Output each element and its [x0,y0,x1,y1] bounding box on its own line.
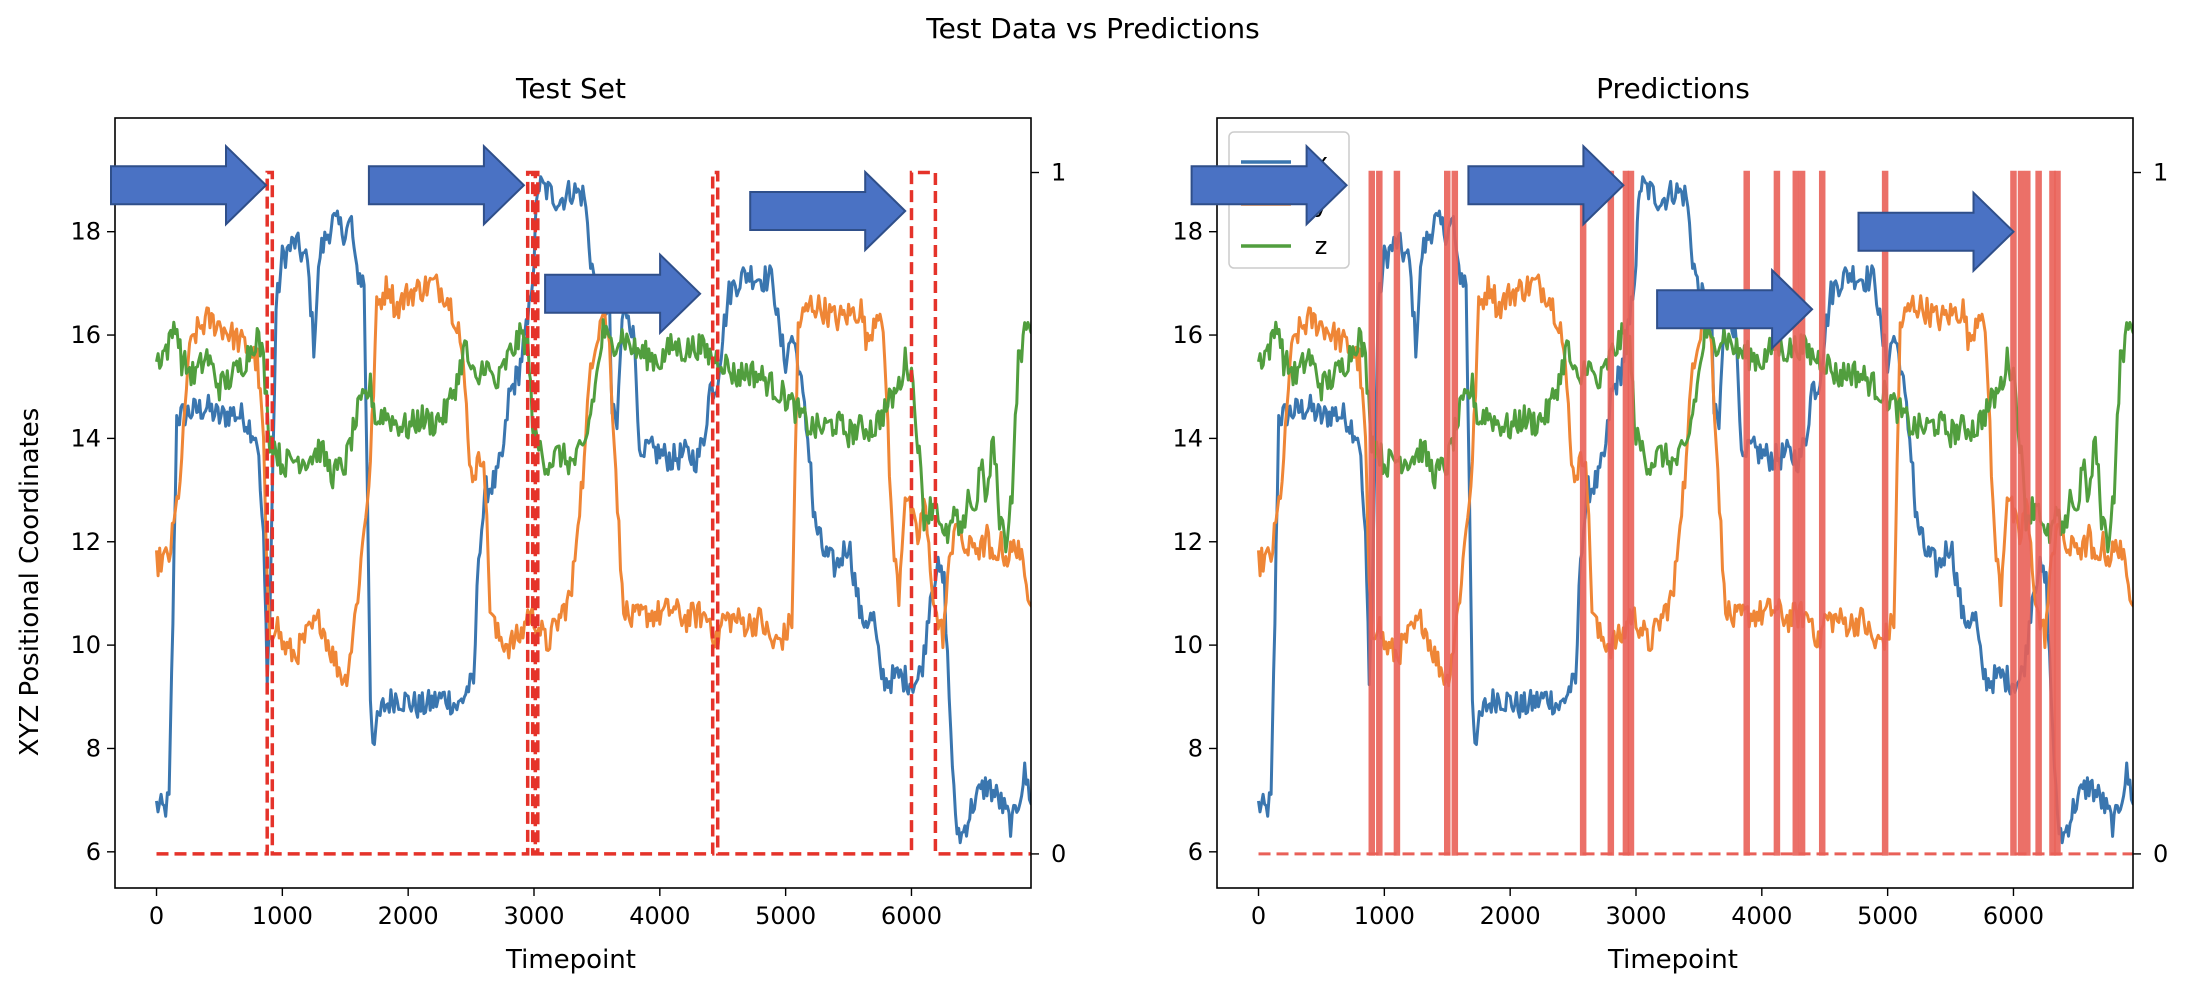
annotation-arrow [367,143,526,227]
x-tick-label: 5000 [755,902,816,930]
figure-title: Test Data vs Predictions [925,12,1260,45]
annotation-arrow [544,252,702,336]
y-tick-label: 14 [70,424,101,452]
series-line-z [155,314,1031,554]
panel-predictions: Predictions Timepoint 0 1000 2000 3000 4000 5… [1172,72,2168,975]
plot-frame [114,117,1032,889]
panel-test-set: Test Set Timepoint XYZ Positional Coordi… [15,72,1066,975]
marker-spike [2054,170,2061,856]
y-axis-label: XYZ Positional Coordinates [15,408,45,757]
x-axis-label: Timepoint [505,945,636,975]
x-tick-label: 2000 [378,902,439,930]
y-tick-label: 10 [1172,631,1203,659]
x-tick-label: 5000 [1857,902,1918,930]
y2-tick-label: 0 [1051,840,1066,868]
marker-spike [1792,170,1800,856]
marker-spike [1743,170,1750,856]
annotation-arrow [749,169,907,253]
marker-spike [1579,170,1587,856]
legend-label-z: z [1315,232,1328,260]
marker-spike [2024,170,2031,856]
marker-spike [2035,170,2042,856]
marker-spike [1444,170,1451,856]
panel-title: Predictions [1596,72,1750,105]
annotation-arrow [1857,190,2015,274]
annotation-arrow [1467,143,1625,227]
x-axis-label: Timepoint [1607,945,1738,975]
x-tick-label: 0 [149,902,164,930]
y2-tick-label: 0 [2153,840,2168,868]
series-line-y [155,273,1031,688]
marker-spike [1798,170,1806,856]
y-tick-label: 8 [86,734,101,762]
marker-line [156,170,1031,856]
marker-spike [1627,170,1635,856]
marker-spike [1607,170,1615,856]
marker-spike [1773,170,1781,856]
marker-spike [2017,170,2025,856]
y-tick-label: 18 [1172,218,1203,246]
marker-spike [2049,170,2056,856]
annotation-arrow [110,143,268,227]
y-tick-label: 6 [1188,838,1203,866]
marker-spike [1622,170,1630,856]
marker-spike [1818,170,1826,856]
x-tick-label: 1000 [252,902,313,930]
plot-area [1257,170,2133,856]
annotation-arrow [1656,267,1814,351]
x-tick-label: 0 [1251,902,1266,930]
y-tick-label: 8 [1188,734,1203,762]
plot-frame [1216,117,2134,889]
plot-area [155,170,1031,856]
y2-tick-label: 1 [1051,159,1066,187]
y-tick-label: 14 [1172,424,1203,452]
x-tick-label: 3000 [503,902,564,930]
x-tick-label: 4000 [1731,902,1792,930]
y-tick-label: 10 [70,631,101,659]
marker-spike [2010,170,2017,856]
panel-title: Test Set [515,72,626,105]
x-tick-label: 2000 [1480,902,1541,930]
marker-spike [1393,170,1401,856]
marker-spike [1368,170,1376,856]
x-tick-label: 3000 [1605,902,1666,930]
annotation-arrow [1190,143,1349,227]
x-tick-label: 1000 [1354,902,1415,930]
marker-spike [1451,170,1459,856]
y-tick-label: 16 [1172,321,1203,349]
y-tick-label: 16 [70,321,101,349]
y-tick-label: 12 [70,528,101,556]
y-tick-label: 6 [86,838,101,866]
y2-tick-label: 1 [2153,159,2168,187]
y-tick-label: 18 [70,218,101,246]
x-tick-label: 6000 [1983,902,2044,930]
y-tick-label: 12 [1172,528,1203,556]
marker-spike [1376,170,1383,856]
marker-spike [1881,170,1889,856]
x-tick-label: 6000 [881,902,942,930]
x-tick-label: 4000 [629,902,690,930]
